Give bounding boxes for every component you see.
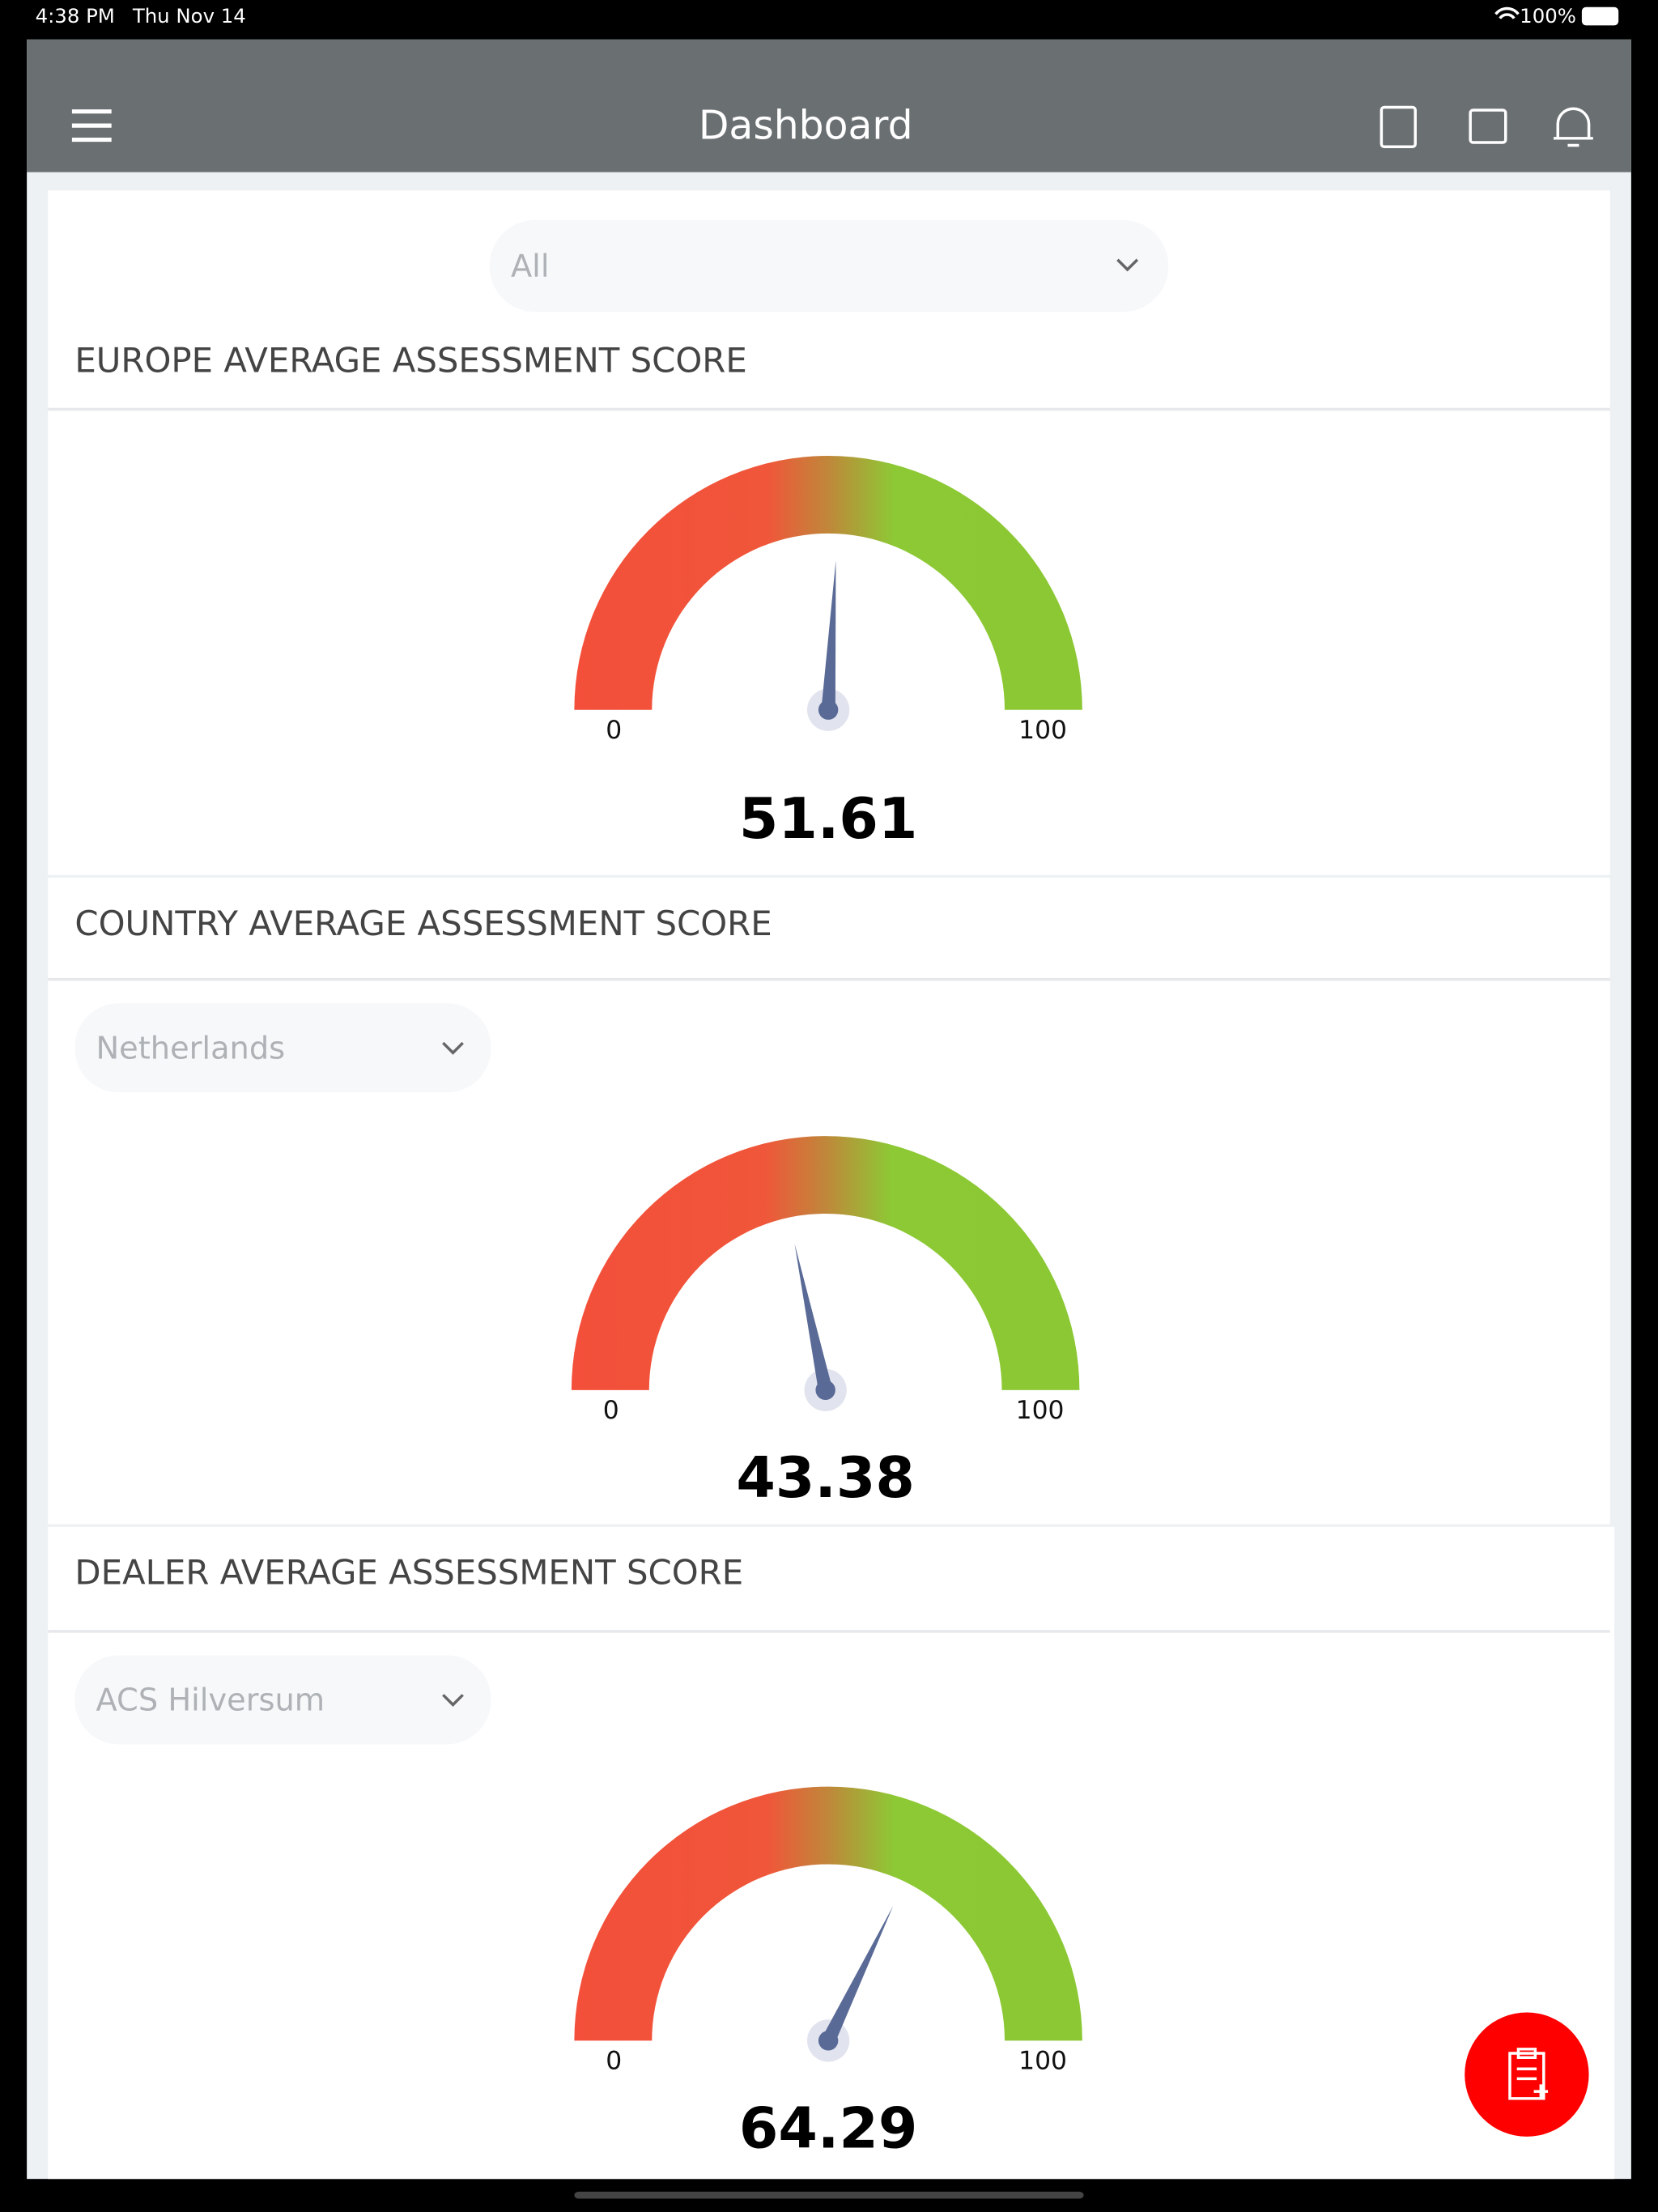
gauge-max-label: 100 <box>1018 716 1067 745</box>
status-time: 4:38 PM <box>36 4 115 28</box>
gauge-value: 43.38 <box>736 1445 914 1511</box>
notifications-button[interactable] <box>1554 107 1593 147</box>
gauge-value: 51.61 <box>739 786 917 852</box>
report-button[interactable] <box>1380 105 1417 149</box>
dropdown-chevron <box>1116 258 1139 272</box>
gauge-title: COUNTRY AVERAGE ASSESSMENT SCORE <box>74 904 772 943</box>
gauge-needle <box>821 560 836 711</box>
selector-dropdown[interactable] <box>74 1655 491 1745</box>
gauge-max-label: 100 <box>1018 2046 1067 2075</box>
fab-new-assessment[interactable] <box>1465 2012 1589 2137</box>
dropdown-chevron <box>442 1041 464 1055</box>
fab-icon <box>1508 2048 1549 2100</box>
gauge-arc <box>574 455 1082 710</box>
status-battery: 100% <box>1520 4 1576 28</box>
gauge-arc <box>571 1136 1080 1390</box>
nav-bar <box>27 39 1631 172</box>
selector-dropdown[interactable] <box>74 1003 491 1093</box>
dropdown-chevron <box>442 1694 464 1707</box>
gauge-max-label: 100 <box>1016 1396 1065 1425</box>
gauge-title: EUROPE AVERAGE ASSESSMENT SCORE <box>74 340 746 380</box>
battery-icon <box>1581 6 1619 26</box>
gauge-title: DEALER AVERAGE ASSESSMENT SCORE <box>74 1553 743 1593</box>
selector-value: ACS Hilversum <box>96 1682 325 1719</box>
needle-pivot <box>818 2031 839 2051</box>
home-indicator <box>574 2191 1084 2199</box>
wifi-icon <box>1494 6 1520 19</box>
needle-pivot <box>815 1380 835 1401</box>
gauge-needle <box>822 1905 894 2044</box>
filter-value: All <box>511 249 550 285</box>
menu-button[interactable] <box>71 109 112 143</box>
gauge-arc <box>574 1786 1082 2041</box>
gauge-value: 64.29 <box>739 2096 917 2162</box>
selector-value: Netherlands <box>96 1030 286 1066</box>
nav-title: Dashboard <box>699 103 913 149</box>
gauge-needle <box>794 1244 833 1392</box>
filter-dropdown[interactable] <box>489 219 1169 313</box>
compare-button[interactable] <box>1469 108 1507 144</box>
status-date: Thu Nov 14 <box>132 4 246 28</box>
gauge-min-label: 0 <box>606 716 622 745</box>
gauge-min-label: 0 <box>603 1396 619 1425</box>
needle-pivot <box>818 700 839 720</box>
gauge-min-label: 0 <box>606 2046 622 2075</box>
